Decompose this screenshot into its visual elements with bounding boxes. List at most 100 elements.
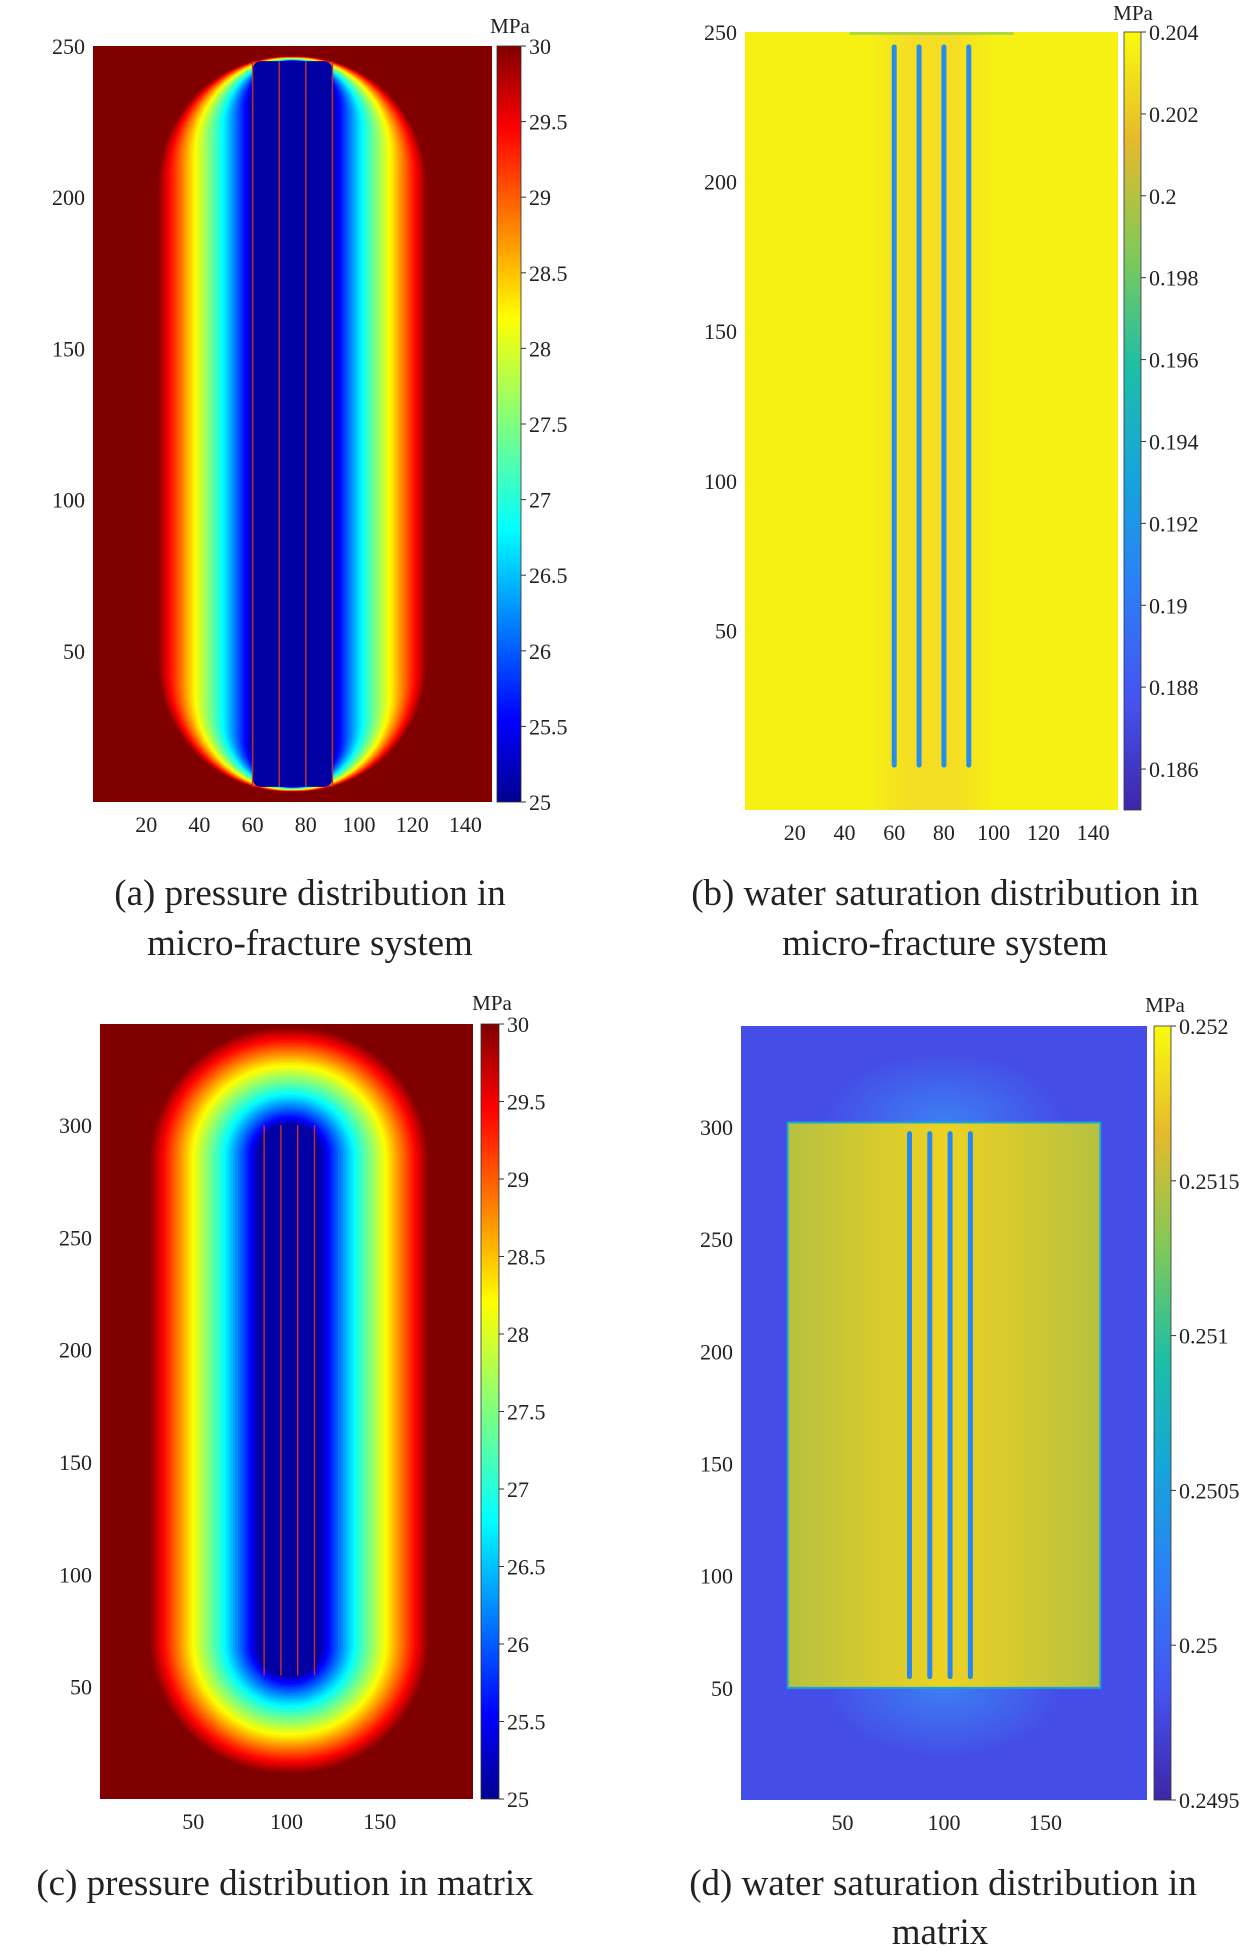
panel-d-colorbar-tick-5: 0.252 xyxy=(1179,1014,1229,1039)
panel-a-x-tick-4: 100 xyxy=(343,812,376,837)
panel-c-colorbar-tick-3: 26.5 xyxy=(507,1555,546,1580)
panel-b-colorbar-scale xyxy=(1123,31,1142,811)
panel-d-x-tick-0: 50 xyxy=(832,1810,854,1835)
panel-d-colorbar-scale xyxy=(1153,1025,1172,1801)
panel-c-colorbar-tick-0: 25 xyxy=(507,1787,529,1812)
panel-a-colorbar-tick-9: 29.5 xyxy=(529,110,568,135)
panel-d-colorbar-tick-3: 0.251 xyxy=(1179,1324,1229,1349)
panel-c-pressure-matrix: 50 100 150501001502002503002525.52626.5272… xyxy=(59,991,546,1834)
panel-d-axes: 50 100 150 50 100 150 200 250 300 xyxy=(700,1115,1062,1835)
panel-b-y-tick-2: 150 xyxy=(704,319,737,344)
panel-a-y-tick-4: 250 xyxy=(52,34,85,59)
panel-a-colorbar-scale xyxy=(496,45,522,803)
caption-b-line-1: (b) water saturation distribution in xyxy=(691,873,1199,914)
panel-d-colorbar-unit: MPa xyxy=(1145,993,1185,1017)
panel-b-x-tick-1: 40 xyxy=(833,820,855,845)
panel-b-y-tick-0: 50 xyxy=(715,618,737,643)
panel-d-y-tick-5: 300 xyxy=(700,1115,733,1140)
panel-c-colorbar-tick-6: 28 xyxy=(507,1322,529,1347)
panel-c-colorbar-tick-1: 25.5 xyxy=(507,1710,546,1735)
panel-d-inner-region xyxy=(786,1121,1102,1689)
panel-b-colorbar-tick-3: 0.192 xyxy=(1149,511,1199,536)
panel-c-y-tick-2: 150 xyxy=(59,1450,92,1475)
panel-b-x-tick-5: 120 xyxy=(1027,820,1060,845)
panel-b-colorbar-tick-1: 0.188 xyxy=(1149,675,1199,700)
panel-b-colorbar-tick-2: 0.19 xyxy=(1149,593,1188,618)
caption-a-line-2: micro-fracture system xyxy=(147,923,473,964)
caption-d-line-1: (d) water saturation distribution in xyxy=(689,1863,1197,1904)
panel-a-x-tick-0: 20 xyxy=(135,812,157,837)
panel-b-x-tick-2: 60 xyxy=(883,820,905,845)
panel-b-x-tick-4: 100 xyxy=(977,820,1010,845)
panel-a-x-tick-1: 40 xyxy=(188,812,210,837)
panel-d-colorbar-tick-1: 0.25 xyxy=(1179,1633,1218,1658)
panel-a-axes: 20 40 60 80 100 120 140 50 100 150 200 250 xyxy=(52,34,482,837)
panel-d-colorbar-tick-4: 0.2515 xyxy=(1179,1169,1240,1194)
panel-c-y-tick-5: 300 xyxy=(59,1113,92,1138)
panel-b-y-tick-4: 250 xyxy=(704,20,737,45)
panel-a-colorbar-tick-8: 29 xyxy=(529,185,551,210)
panel-a-y-tick-2: 150 xyxy=(52,336,85,361)
panel-d-colorbar-tick-0: 0.2495 xyxy=(1179,1788,1240,1813)
panel-d-y-tick-1: 100 xyxy=(700,1564,733,1589)
panel-b-x-tick-0: 20 xyxy=(784,820,806,845)
panel-d-field xyxy=(741,1026,1147,1800)
panel-c-y-tick-4: 250 xyxy=(59,1225,92,1250)
panel-a-colorbar-tick-0: 25 xyxy=(529,790,551,815)
panel-b-colorbar-unit: MPa xyxy=(1113,1,1153,25)
panel-a-colorbar-tick-4: 27 xyxy=(529,488,551,513)
panel-c-x-tick-2: 150 xyxy=(363,1809,396,1834)
panel-c-y-tick-0: 50 xyxy=(70,1675,92,1700)
panel-c-colorbar-scale xyxy=(480,1023,500,1800)
panel-b-colorbar: 0.186 0.188 0.19 0.192 0.194 0.196 0.198 0.2 0.2… xyxy=(1113,1,1199,811)
panel-c-colorbar-tick-9: 29.5 xyxy=(507,1090,546,1115)
caption-c-line-1: (c) pressure distribution in matrix xyxy=(36,1863,534,1904)
panel-b-x-tick-6: 140 xyxy=(1077,820,1110,845)
panel-c-y-tick-1: 100 xyxy=(59,1562,92,1587)
panel-a-colorbar-tick-1: 25.5 xyxy=(529,714,568,739)
panel-d-y-tick-0: 50 xyxy=(711,1676,733,1701)
panel-c-low-pressure-zone xyxy=(258,1125,321,1676)
panel-c-x-tick-0: 50 xyxy=(182,1809,204,1834)
panel-a-colorbar-tick-2: 26 xyxy=(529,639,551,664)
panel-d-x-tick-1: 100 xyxy=(928,1810,961,1835)
caption-a-line-1: (a) pressure distribution in xyxy=(114,873,506,914)
panel-b-top-edge xyxy=(849,32,1014,35)
panel-c-x-tick-1: 100 xyxy=(270,1809,303,1834)
panel-d-x-tick-2: 150 xyxy=(1029,1810,1062,1835)
panel-a-y-tick-1: 100 xyxy=(52,488,85,513)
panel-b-colorbar-tick-9: 0.204 xyxy=(1149,20,1199,45)
panel-d-saturation-matrix: 50 100 150 50 100 150 200 250 300 0.2495 0.25 0.250… xyxy=(700,993,1240,1835)
panel-a-colorbar-tick-10: 30 xyxy=(529,34,551,59)
panel-c-colorbar-tick-8: 29 xyxy=(507,1167,529,1192)
panel-b-colorbar-tick-6: 0.198 xyxy=(1149,266,1199,291)
panel-a-pressure-fracture: 20 40 60 80 100 120 140501001502002502525.5262… xyxy=(52,14,568,837)
panel-d-y-tick-2: 150 xyxy=(700,1451,733,1476)
panel-c-colorbar-tick-5: 27.5 xyxy=(507,1400,546,1425)
panel-c-colorbar-tick-10: 30 xyxy=(507,1012,529,1037)
panel-a-colorbar-tick-5: 27.5 xyxy=(529,412,568,437)
panel-b-y-tick-3: 200 xyxy=(704,170,737,195)
caption-b-line-2: micro-fracture system xyxy=(782,923,1108,964)
panel-a-colorbar-unit: MPa xyxy=(490,14,530,38)
panel-c-axes: 50 100 150 50 100 150 200 250 300 xyxy=(59,1113,396,1834)
panel-c-colorbar-unit: MPa xyxy=(472,991,512,1015)
panel-b-colorbar-tick-8: 0.202 xyxy=(1149,102,1199,127)
panel-b-colorbar-tick-0: 0.186 xyxy=(1149,757,1199,782)
panel-a-y-tick-0: 50 xyxy=(63,639,85,664)
panel-b-y-tick-1: 100 xyxy=(704,469,737,494)
panel-a-colorbar-tick-3: 26.5 xyxy=(529,563,568,588)
panel-c-colorbar-tick-2: 26 xyxy=(507,1632,529,1657)
panel-a-field xyxy=(93,46,492,802)
panel-a-x-tick-6: 140 xyxy=(449,812,482,837)
panel-b-axes: 20 40 60 80 100 120 140 50 100 150 200 250 xyxy=(704,20,1110,845)
panel-b-field xyxy=(745,32,1118,810)
panel-a-low-pressure-zone xyxy=(252,61,333,787)
caption-d-line-2: matrix xyxy=(892,1912,989,1951)
panel-a-colorbar-tick-6: 28 xyxy=(529,336,551,361)
panel-a-colorbar-tick-7: 28.5 xyxy=(529,261,568,286)
